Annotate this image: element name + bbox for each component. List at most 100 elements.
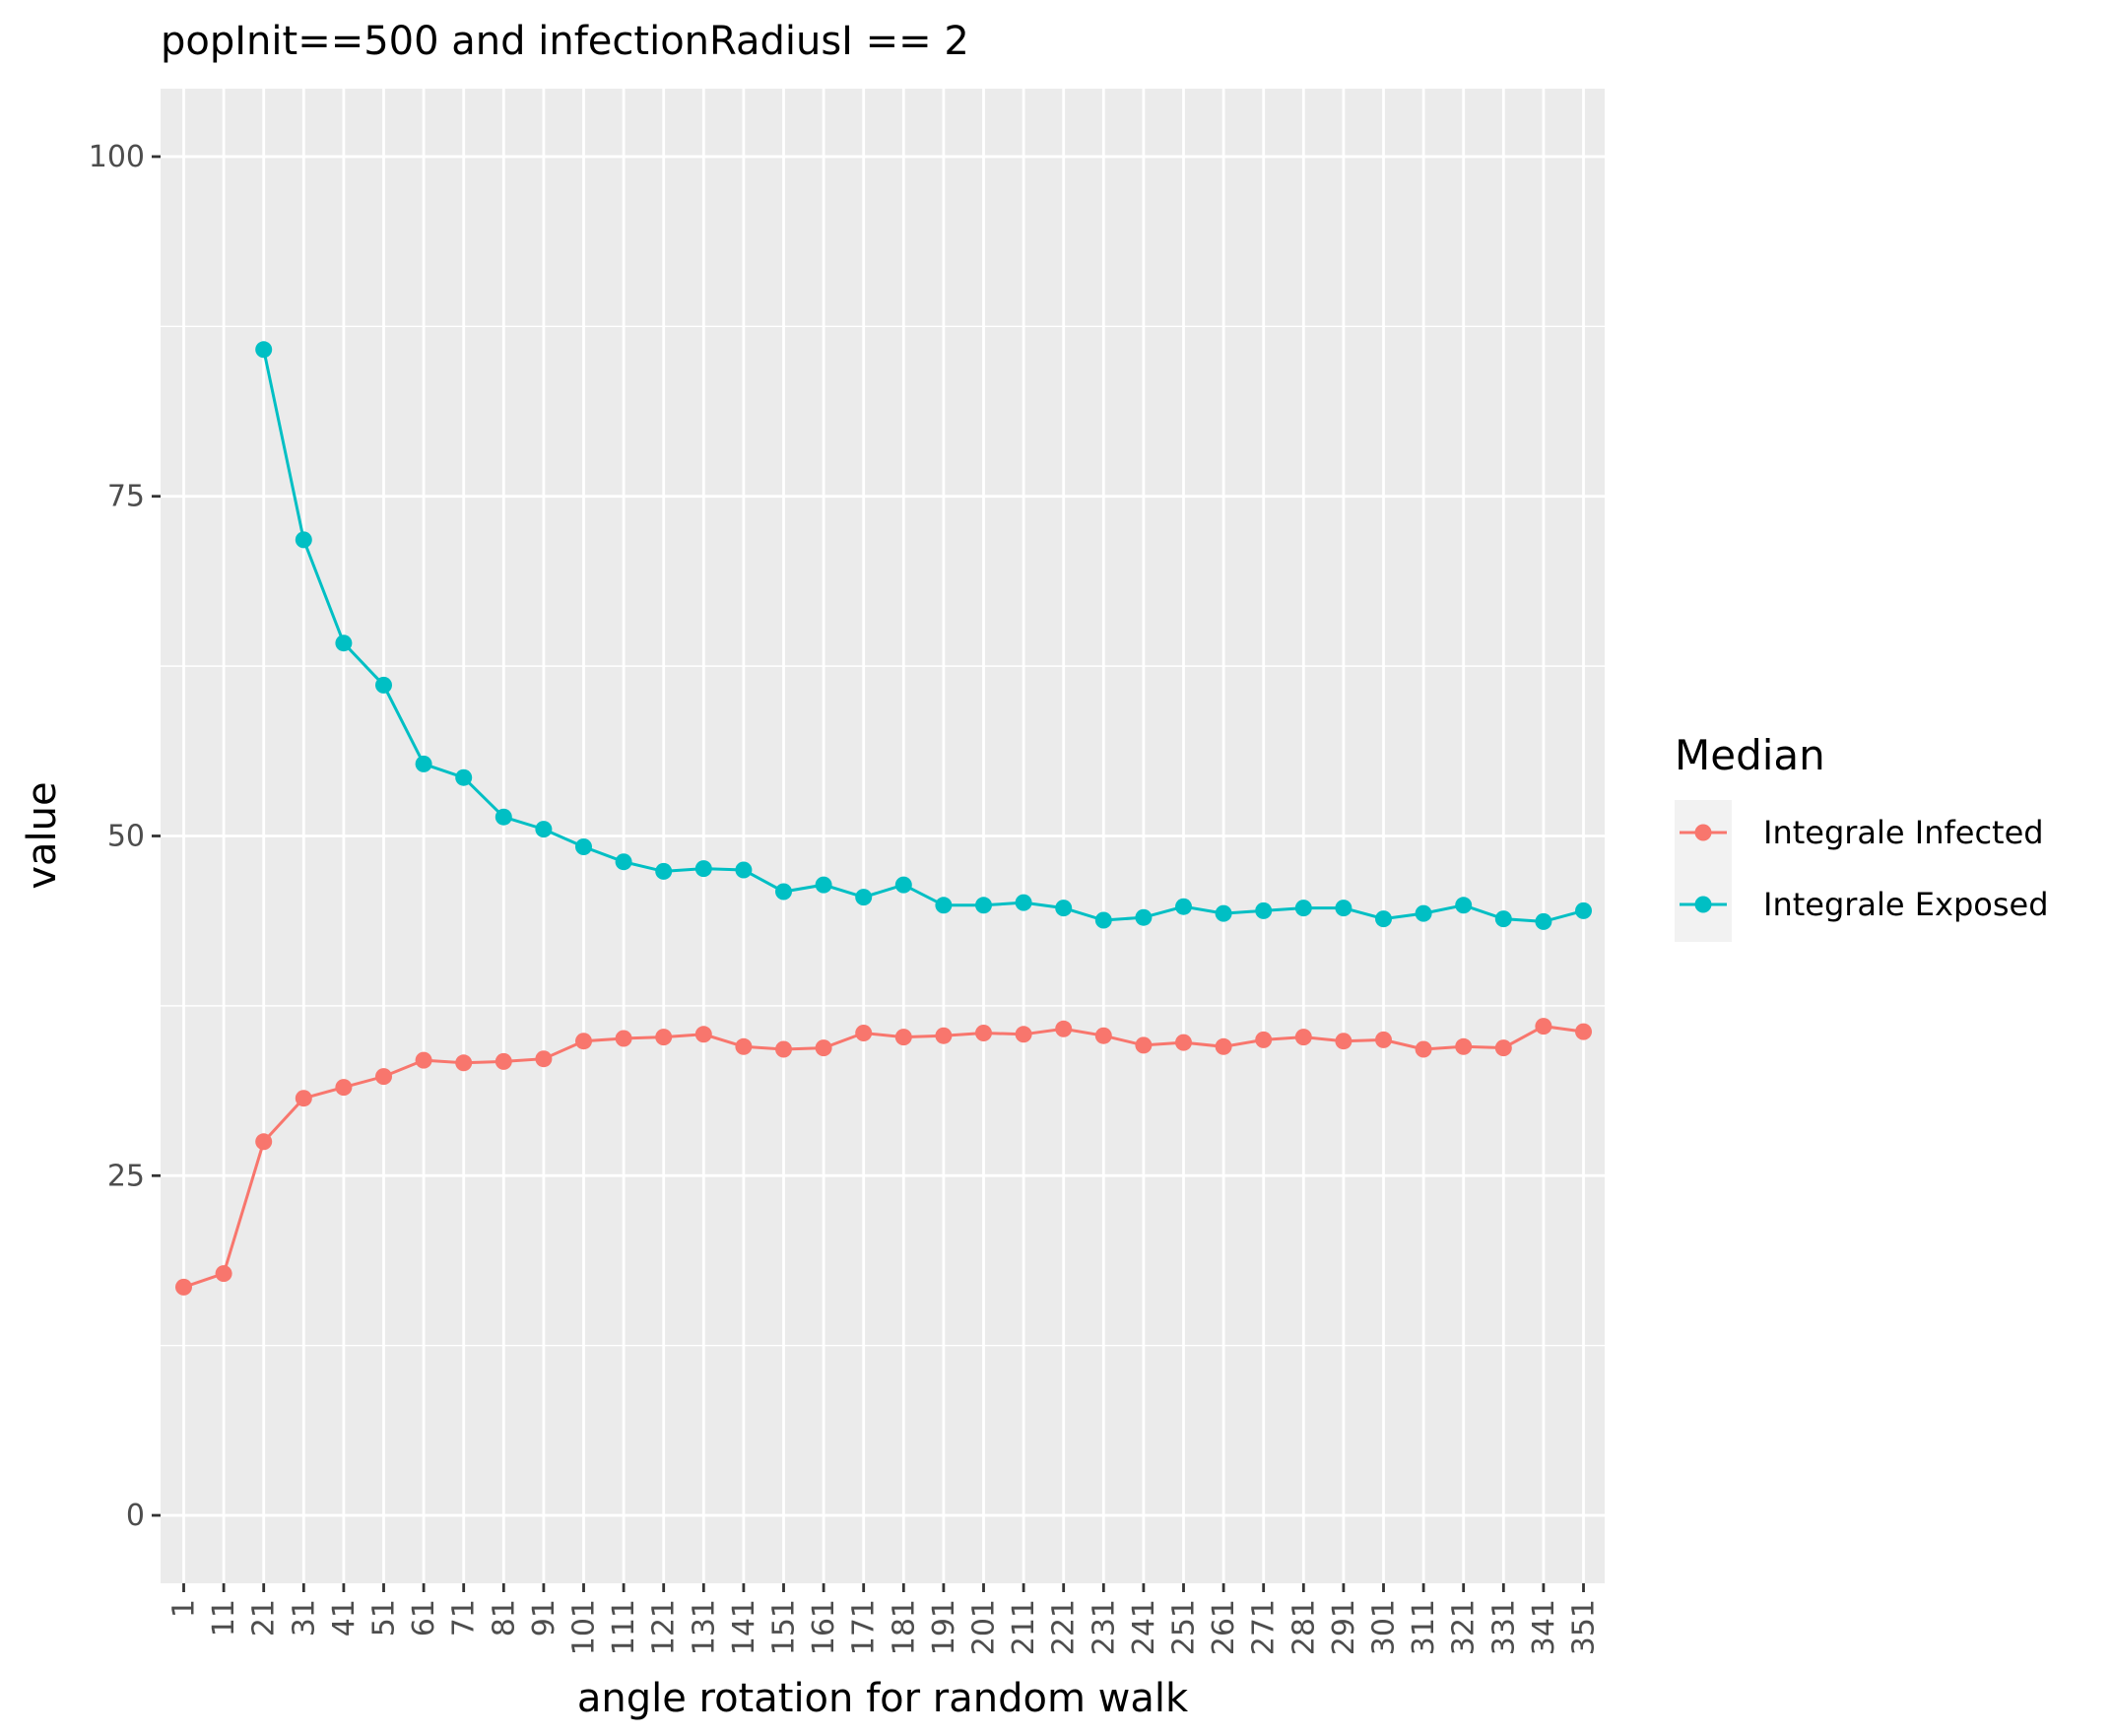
data-point	[175, 1278, 192, 1296]
legend-key-point	[1694, 896, 1712, 913]
data-point	[415, 755, 432, 772]
data-point	[1535, 912, 1552, 930]
x-tick-label: 261	[1207, 1599, 1241, 1655]
data-point	[295, 1090, 312, 1107]
major-gridlines	[161, 89, 1605, 1583]
chart-title: popInit==500 and infectionRadiusI == 2	[161, 19, 969, 64]
x-tick-label: 231	[1087, 1599, 1121, 1655]
legend-items: Integrale Infected Integrale Exposed	[1680, 814, 2049, 923]
x-tick-label: 101	[567, 1599, 602, 1655]
data-point	[1215, 904, 1232, 922]
x-axis-title: angle rotation for random walk	[577, 1676, 1189, 1721]
data-point	[1015, 1026, 1032, 1043]
data-point	[815, 876, 832, 894]
data-point	[1094, 911, 1112, 929]
data-point	[1494, 910, 1512, 928]
x-tick-label: 11	[207, 1599, 241, 1636]
data-point	[1375, 910, 1392, 928]
data-point	[415, 1051, 432, 1069]
x-tick-label: 171	[847, 1599, 882, 1655]
data-point	[894, 1029, 912, 1046]
x-tick-label: 301	[1367, 1599, 1402, 1655]
x-tick-label: 131	[687, 1599, 721, 1655]
legend-label: Integrale Exposed	[1763, 886, 2049, 923]
data-point	[694, 1026, 712, 1043]
data-point	[375, 1068, 392, 1086]
data-point	[1055, 1020, 1073, 1037]
data-point	[735, 1037, 753, 1055]
data-point	[255, 1133, 273, 1151]
x-tick-label: 51	[367, 1599, 402, 1636]
data-point	[575, 1033, 592, 1050]
data-point	[1175, 898, 1192, 915]
x-tick-label: 191	[927, 1599, 961, 1655]
data-point	[1135, 1036, 1153, 1054]
legend-label: Integrale Infected	[1763, 814, 2044, 851]
data-point	[1415, 1040, 1432, 1058]
x-tick-label: 331	[1486, 1599, 1521, 1655]
x-tick-label: 291	[1327, 1599, 1361, 1655]
data-point	[935, 1027, 953, 1044]
data-point	[1455, 897, 1473, 914]
data-point	[655, 862, 673, 880]
x-tick-label: 161	[807, 1599, 841, 1655]
data-point	[1335, 900, 1352, 917]
x-tick-label: 71	[447, 1599, 482, 1636]
data-point	[335, 634, 353, 652]
data-point	[455, 768, 473, 786]
legend-title: Median	[1675, 731, 1825, 779]
data-point	[975, 897, 992, 914]
data-point	[1055, 900, 1073, 917]
data-point	[1535, 1018, 1552, 1035]
y-tick-label: 100	[89, 140, 145, 174]
data-point	[815, 1039, 832, 1057]
data-point	[1375, 1031, 1392, 1048]
x-tick-label: 181	[887, 1599, 921, 1655]
x-tick-label: 141	[727, 1599, 761, 1655]
data-point	[1575, 901, 1592, 919]
y-axis: 0 25 50 75 100	[89, 140, 161, 1533]
x-tick-label: 311	[1407, 1599, 1441, 1655]
data-point	[735, 861, 753, 879]
data-point	[295, 531, 312, 549]
data-point	[775, 883, 792, 901]
x-tick-label: 281	[1286, 1599, 1321, 1655]
data-point	[1215, 1037, 1232, 1055]
data-point	[1135, 908, 1153, 926]
x-tick-label: 321	[1447, 1599, 1482, 1655]
legend-keys-background	[1675, 800, 1732, 942]
data-point	[694, 860, 712, 878]
minor-gridlines	[161, 325, 1605, 1347]
data-point	[775, 1040, 792, 1058]
y-tick-label: 0	[126, 1499, 145, 1533]
data-point	[1255, 1031, 1273, 1048]
data-point	[1494, 1039, 1512, 1057]
x-axis: 1 11 21 31 41 51 61 71 81 91 101 111 121 131 141 151 161…	[167, 1583, 1602, 1655]
x-tick-label: 201	[967, 1599, 1002, 1655]
x-tick-label: 41	[327, 1599, 362, 1636]
data-point	[1455, 1037, 1473, 1055]
data-point	[215, 1265, 232, 1283]
data-point	[855, 1025, 873, 1041]
data-point	[335, 1079, 353, 1097]
data-point	[655, 1029, 673, 1046]
x-tick-label: 61	[407, 1599, 441, 1636]
data-point	[1294, 900, 1312, 917]
x-tick-label: 111	[607, 1599, 641, 1655]
x-tick-label: 221	[1047, 1599, 1082, 1655]
data-point	[615, 853, 632, 871]
series-line-2	[262, 349, 1584, 923]
data-point	[1575, 1023, 1592, 1040]
data-point	[855, 889, 873, 906]
data-point	[1255, 901, 1273, 919]
data-point	[495, 1052, 512, 1070]
x-tick-label: 351	[1567, 1599, 1602, 1655]
data-point	[1175, 1034, 1192, 1051]
data-point	[1415, 904, 1432, 922]
x-tick-label: 91	[527, 1599, 561, 1636]
x-tick-label: 251	[1167, 1599, 1202, 1655]
x-tick-label: 121	[647, 1599, 682, 1655]
data-point	[535, 821, 553, 838]
data-point	[1294, 1029, 1312, 1046]
